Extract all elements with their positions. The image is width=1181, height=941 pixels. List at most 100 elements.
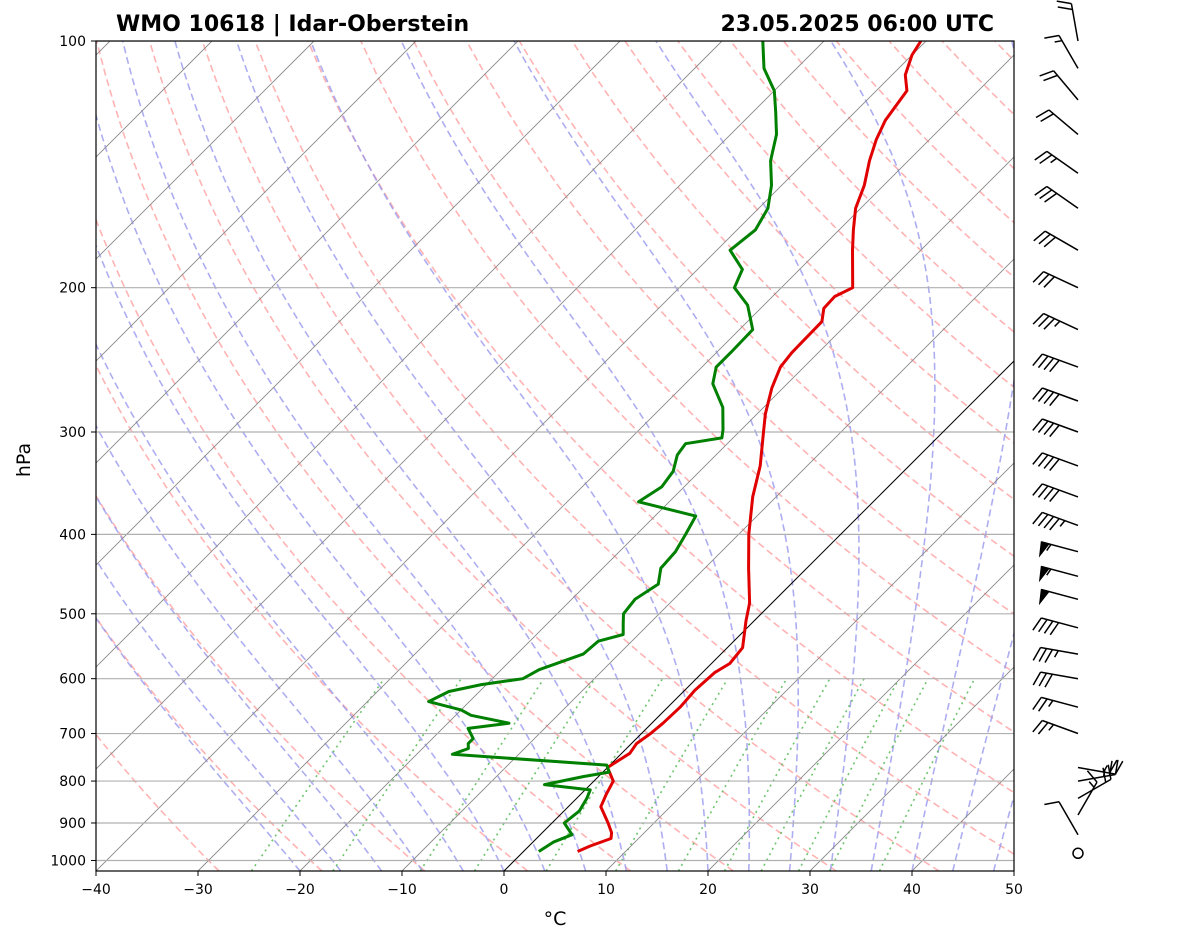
wind-barb-flag [1037, 355, 1049, 369]
wind-barb [1032, 671, 1079, 688]
wind-barb-half-flag [1046, 544, 1052, 551]
wind-barb-half-flag [1053, 650, 1059, 658]
dry-adiabat-line [96, 217, 631, 871]
mixing-ratio-lines [250, 678, 976, 871]
y-tick-label: 800 [59, 774, 86, 790]
x-tick-label: −30 [183, 882, 213, 898]
dry-adiabat-line [201, 41, 940, 871]
wind-barb-flag [1037, 485, 1049, 498]
wind-barb-flag [1049, 393, 1060, 407]
isotherm-line [96, 41, 927, 871]
mixing-ratio-line [473, 678, 596, 871]
wind-barb [1038, 588, 1079, 606]
wind-barb-staff [1077, 766, 1116, 775]
x-tick-label: 30 [801, 882, 819, 898]
wind-barb-flag [1032, 647, 1042, 661]
wind-barb-flag [1034, 185, 1048, 196]
wind-barb-staff [1070, 3, 1079, 42]
wind-barb-half-flag [1054, 39, 1063, 43]
wind-barb [1038, 565, 1079, 583]
y-tick-label: 400 [59, 527, 86, 543]
wind-barb-flag [1032, 617, 1042, 631]
mixing-ratio-line [250, 678, 385, 871]
wind-barb-staff [1042, 353, 1079, 368]
wind-barb-staff [1043, 270, 1079, 289]
wind-barb-flag [1057, 6, 1073, 11]
wind-barb-flag [1032, 483, 1043, 496]
wind-barb-half-flag [1088, 781, 1095, 788]
wind-barb-flag [1032, 387, 1043, 400]
mixing-ratio-line [332, 678, 462, 871]
x-tick-label: 40 [903, 882, 921, 898]
wind-barb-flag [1043, 236, 1056, 248]
y-tick-label: 200 [59, 281, 86, 297]
wind-barb-staff [1041, 696, 1079, 708]
wind-barb-flag [1043, 391, 1055, 405]
wind-barb-staff [1040, 646, 1079, 655]
wind-barb-flag [1032, 696, 1042, 711]
wind-barb-staff [1077, 773, 1116, 782]
isotherm-line [401, 258, 1014, 871]
wind-barb-flag [1037, 513, 1049, 527]
moist-adiabat-line [309, 41, 709, 871]
wind-barb [1056, 0, 1079, 42]
wind-barb-half-flag [1048, 700, 1054, 708]
wind-barbs [1032, 0, 1124, 860]
x-tick-label: 0 [500, 882, 509, 898]
wind-barb-flag [1040, 113, 1054, 122]
zero-isotherm [503, 360, 1014, 871]
y-axis-title: hPa [13, 443, 35, 477]
dry-adiabat-line [307, 41, 1014, 794]
moist-adiabat-line [952, 630, 1014, 871]
wind-barb-staff [1048, 109, 1079, 135]
y-tick-label: 900 [59, 816, 86, 832]
wind-barb [1032, 353, 1079, 373]
wind-barb [1033, 230, 1079, 251]
x-tick-label: −20 [285, 882, 315, 898]
wind-barb-flag [1037, 722, 1049, 735]
wind-barb-staff [1040, 671, 1079, 680]
wind-barb-flag [1039, 154, 1053, 165]
wind-barb [1039, 70, 1079, 101]
wind-barb [1077, 759, 1124, 775]
wind-barb-flag [1043, 422, 1055, 436]
wind-barb [1032, 617, 1079, 636]
wind-barb-flag [1032, 353, 1043, 367]
dry-adiabat-line [96, 41, 734, 871]
chart-title-right: 23.05.2025 06:00 UTC [720, 12, 994, 37]
plot-frame [95, 40, 1015, 872]
wind-barb [1032, 696, 1079, 712]
y-tick-label: 500 [59, 607, 86, 623]
y-tick-label: 700 [59, 727, 86, 743]
mixing-ratio-line [615, 678, 729, 871]
moist-adiabat-line [121, 41, 587, 871]
isotherm-line [707, 564, 1014, 871]
x-tick-label: −10 [387, 882, 417, 898]
wind-barb-flag [1033, 230, 1046, 242]
wind-barb-flag [1044, 649, 1054, 663]
wind-barb-flag [1032, 418, 1043, 431]
x-axis-title: °C [544, 908, 567, 930]
wind-barb-flag [1114, 760, 1124, 775]
wind-barb-flag [1043, 516, 1055, 529]
isotherm-line [96, 41, 315, 260]
wind-barb-flag [1049, 458, 1060, 471]
isotherm-line [96, 41, 825, 770]
wind-barb [1032, 452, 1079, 471]
isotherm-line [809, 666, 1014, 871]
wind-barb-calm [1072, 847, 1084, 860]
wind-barb [1077, 770, 1098, 816]
isotherm-line [96, 41, 519, 464]
wind-barb-pennant [1038, 588, 1050, 606]
moist-adiabat-line [992, 793, 1014, 871]
y-tick-label: 300 [59, 425, 86, 441]
wind-barb [1038, 541, 1079, 558]
wind-barb-staff [1052, 70, 1079, 101]
wind-barb-staff [1058, 35, 1079, 69]
wind-barb-flag [1043, 487, 1055, 500]
wind-barb-flag [1038, 233, 1051, 245]
wind-barb-flag [1038, 672, 1048, 687]
wind-barb-half-flag [1050, 157, 1058, 164]
chart-title-left: WMO 10618 | Idar-Oberstein [116, 12, 469, 37]
